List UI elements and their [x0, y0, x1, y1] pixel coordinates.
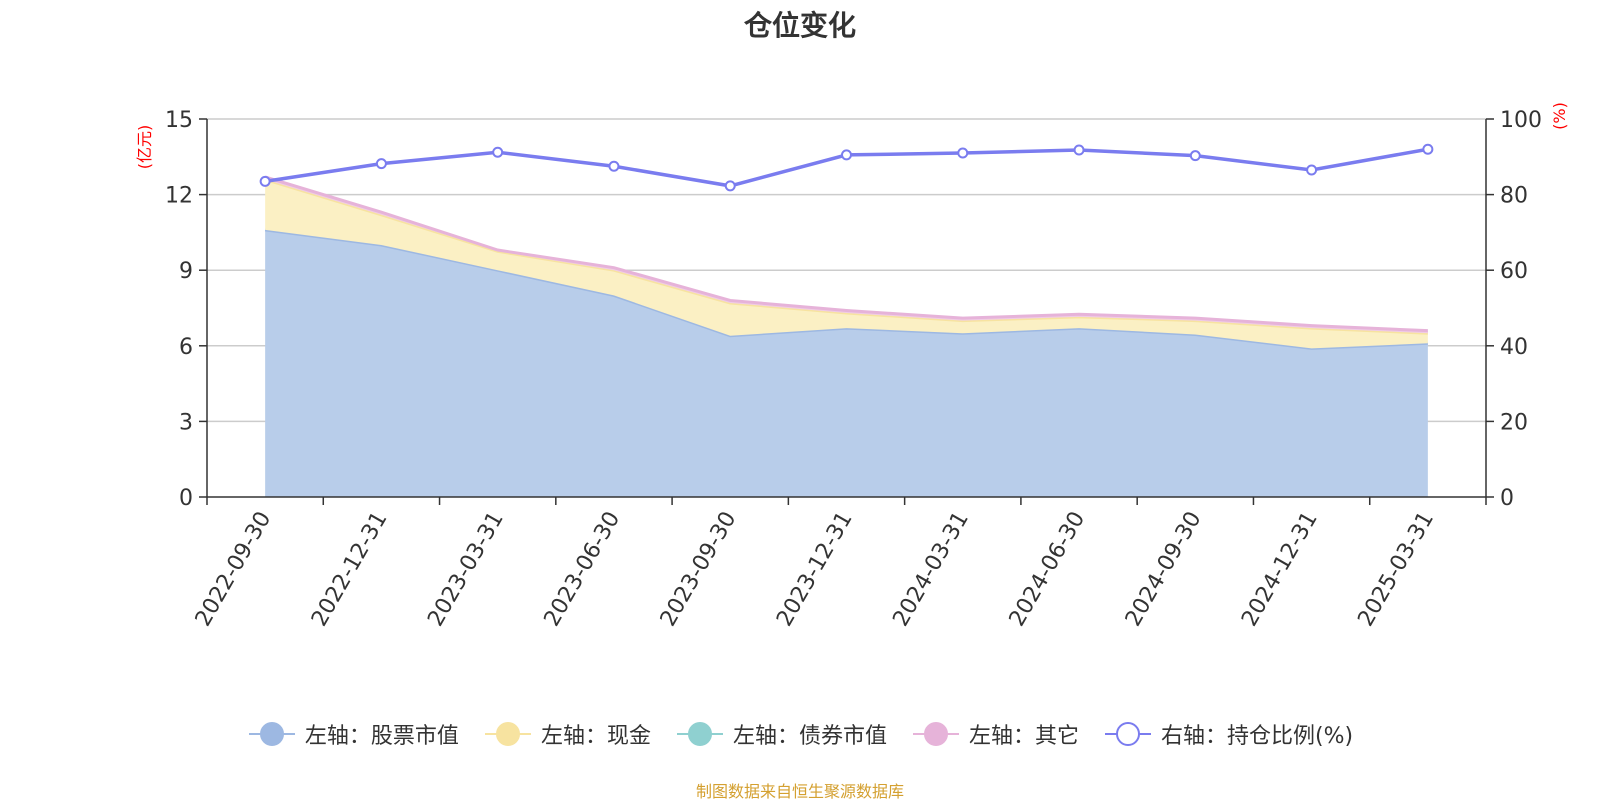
legend-marker-icon — [484, 722, 531, 746]
y-left-tick-label: 0 — [179, 486, 193, 511]
y-right-tick-label: 20 — [1500, 410, 1528, 435]
legend-label: 左轴：现金 — [540, 724, 651, 749]
legend-label: 左轴：其它 — [968, 724, 1079, 749]
area-series-0 — [265, 229, 1428, 497]
y-right-tick-label: 40 — [1500, 335, 1528, 360]
legend-item[interactable]: 左轴：股票市值 — [247, 718, 459, 750]
y-right-tick-label: 80 — [1500, 184, 1528, 209]
x-tick-label: 2024-09-30 — [1121, 508, 1207, 631]
source-note: 制图数据来自恒生聚源数据库 — [695, 782, 904, 801]
x-tick-label: 2024-12-31 — [1237, 508, 1323, 631]
line-point — [1306, 164, 1318, 176]
y-left-tick-label: 6 — [179, 335, 193, 360]
chart-title: 仓位变化 — [743, 9, 856, 42]
x-tick-label: 2023-06-30 — [540, 508, 626, 631]
legend-marker-icon — [676, 722, 723, 746]
legend-item[interactable]: 左轴：其它 — [911, 718, 1079, 750]
y-right-tick-label: 60 — [1500, 259, 1528, 284]
y-left-tick-label: 9 — [179, 259, 193, 284]
x-tick-label: 2023-03-31 — [423, 508, 509, 631]
right-axis-unit-label: (%) — [1550, 102, 1569, 130]
area-series-line-3 — [264, 175, 1428, 333]
line-point — [724, 180, 736, 192]
legend-item[interactable]: 左轴：债券市值 — [675, 718, 887, 750]
legend-item[interactable]: 右轴：持仓比例(%) — [1103, 718, 1353, 750]
y-right-tick-label: 100 — [1500, 108, 1542, 133]
x-tick-label: 2023-09-30 — [656, 508, 742, 631]
legend-marker-icon — [912, 722, 959, 746]
line-point — [957, 147, 969, 159]
line-point — [375, 158, 387, 170]
x-tick-label: 2022-09-30 — [191, 508, 277, 631]
line-point — [259, 175, 271, 187]
x-tick-label: 2022-12-31 — [307, 507, 393, 630]
line-point — [1422, 143, 1434, 155]
area-series-1 — [265, 179, 1428, 349]
x-tick-label: 2023-12-31 — [772, 508, 858, 631]
x-tick-label: 2025-03-31 — [1353, 508, 1439, 631]
line-point — [1189, 150, 1201, 162]
line-point — [492, 146, 504, 158]
x-tick-label: 2024-03-31 — [888, 508, 974, 631]
legend-item[interactable]: 左轴：现金 — [483, 718, 651, 750]
x-tick-label: 2024-06-30 — [1005, 508, 1091, 631]
legend-label: 左轴：债券市值 — [732, 724, 887, 749]
y-left-tick-label: 12 — [165, 184, 193, 209]
legend-label: 右轴：持仓比例(%) — [1160, 724, 1354, 749]
line-point — [841, 149, 852, 161]
y-left-tick-label: 15 — [165, 108, 193, 133]
legend-label: 左轴：股票市值 — [304, 724, 459, 749]
line-point — [1073, 144, 1085, 156]
legend: 左轴：股票市值 左轴：现金 左轴：债券市值 左轴：其它 右轴：持仓比例(%) — [0, 718, 1600, 750]
y-left-tick-label: 3 — [179, 410, 193, 435]
legend-marker-icon — [248, 722, 295, 746]
line-point — [608, 160, 620, 172]
left-axis-unit-label: (亿元) — [135, 125, 154, 170]
y-right-tick-label: 0 — [1500, 486, 1514, 511]
legend-marker-icon — [1104, 722, 1151, 746]
